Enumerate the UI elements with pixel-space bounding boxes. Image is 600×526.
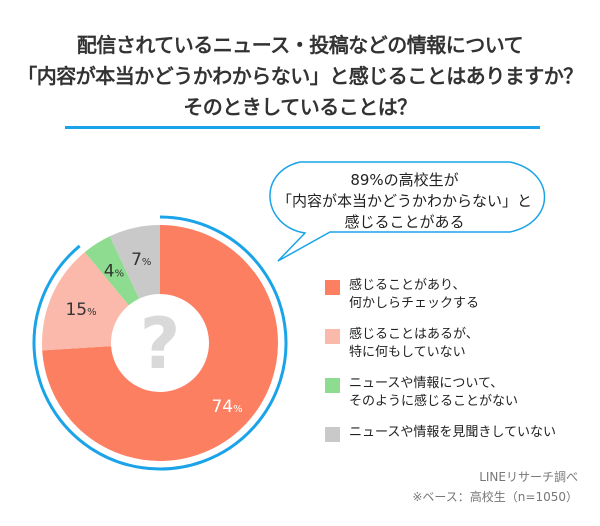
question-mark-icon: ? xyxy=(140,303,181,385)
title-underline xyxy=(65,126,540,129)
slice-3 xyxy=(109,225,160,299)
legend-swatch xyxy=(325,378,340,393)
title-line-3: そのときしていることは？ xyxy=(183,95,417,119)
speech-bubble xyxy=(269,161,546,262)
title-line-2: 「内容が本当かどうかわからない」と感じることはありますか？ xyxy=(17,64,583,88)
legend-swatch xyxy=(325,427,340,442)
source-line-1: LINEリサーチ調べ xyxy=(479,470,578,484)
legend-item-3: ニュースや情報を見聞きしていない xyxy=(325,424,556,442)
title-line-1: 配信されているニュース・投稿などの情報について xyxy=(76,33,524,57)
callout-line-2: 「内容が本当かどうかわからない」と xyxy=(276,192,532,210)
callout-text: 89%の高校生が 「内容が本当かどうかわからない」と 感じることがある xyxy=(262,170,547,233)
chart-title: 配信されているニュース・投稿などの情報について 「内容が本当かどうかわからない」… xyxy=(0,30,600,123)
legend-label: ニュースや情報を見聞きしていない xyxy=(349,425,556,440)
slice-0 xyxy=(42,225,278,462)
slice-1 xyxy=(41,252,129,351)
legend-item-1: 感じることはあるが、 特に何もしていない xyxy=(325,326,556,362)
legend-swatch xyxy=(325,280,340,295)
legend-label: ニュースや情報について、 そのように感じることがない xyxy=(349,376,519,409)
callout-line-1: 89%の高校生が xyxy=(350,171,459,189)
legend-swatch xyxy=(325,329,340,344)
legend-label: 感じることがあり、 何かしらチェックする xyxy=(349,278,480,311)
legend-item-0: 感じることがあり、 何かしらチェックする xyxy=(325,277,556,313)
slice-2 xyxy=(84,236,140,306)
highlight-arc xyxy=(32,215,288,471)
legend-label: 感じることはあるが、 特に何もしていない xyxy=(349,327,479,360)
legend: 感じることがあり、 何かしらチェックする 感じることはあるが、 特に何もしていない… xyxy=(325,277,556,455)
source-note: LINEリサーチ調べ ※ベース：高校生（n=1050） xyxy=(412,467,578,507)
legend-item-2: ニュースや情報について、 そのように感じることがない xyxy=(325,375,556,411)
callout-line-3: 感じることがある xyxy=(344,213,465,231)
source-line-2: ※ベース：高校生（n=1050） xyxy=(412,490,578,504)
